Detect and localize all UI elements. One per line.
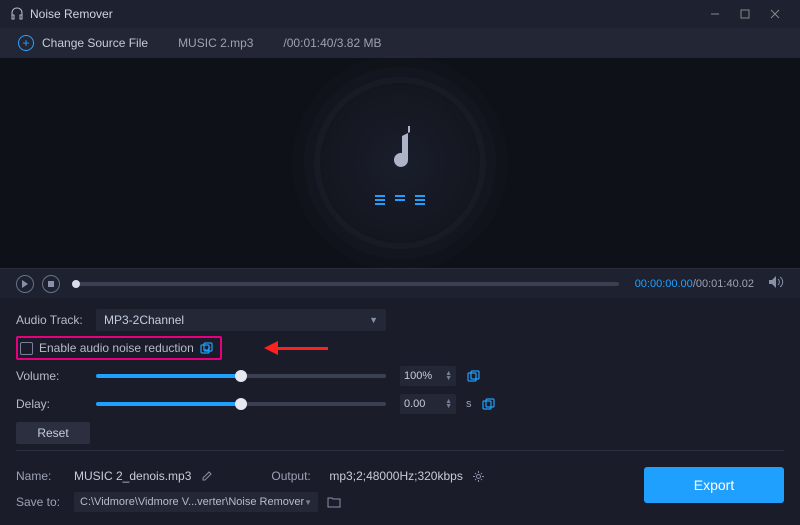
reset-button[interactable]: Reset bbox=[16, 422, 90, 444]
volume-slider[interactable] bbox=[96, 374, 386, 378]
stop-button[interactable] bbox=[42, 275, 60, 293]
noise-reduction-label[interactable]: Enable audio noise reduction bbox=[39, 341, 194, 355]
close-button[interactable] bbox=[760, 4, 790, 24]
change-source-label: Change Source File bbox=[42, 36, 148, 50]
progress-knob[interactable] bbox=[72, 280, 80, 288]
audio-disc-visual bbox=[320, 83, 480, 243]
audio-track-row: Audio Track: MP3-2Channel ▼ bbox=[16, 306, 784, 334]
source-meta: /00:01:40/3.82 MB bbox=[283, 36, 381, 50]
edit-name-icon[interactable] bbox=[199, 468, 215, 484]
volume-knob[interactable] bbox=[235, 370, 247, 382]
playback-bar: 00:00:00.00/00:01:40.02 bbox=[0, 268, 800, 298]
chevron-down-icon: ▼ bbox=[304, 498, 312, 507]
delay-value: 0.00 bbox=[404, 398, 425, 410]
plus-icon: + bbox=[18, 35, 34, 51]
delay-unit: s bbox=[466, 398, 472, 410]
play-button[interactable] bbox=[16, 275, 34, 293]
open-folder-icon[interactable] bbox=[326, 494, 342, 510]
volume-icon[interactable] bbox=[768, 275, 784, 292]
apply-all-icon[interactable] bbox=[200, 341, 214, 355]
divider bbox=[16, 450, 784, 451]
volume-input[interactable]: 100% ▲▼ bbox=[400, 366, 456, 386]
save-path-select[interactable]: C:\Vidmore\Vidmore V...verter\Noise Remo… bbox=[74, 492, 318, 512]
reset-label: Reset bbox=[37, 426, 68, 440]
volume-value: 100% bbox=[404, 370, 432, 382]
source-filename: MUSIC 2.mp3 bbox=[178, 36, 253, 50]
source-bar: + Change Source File MUSIC 2.mp3 /00:01:… bbox=[0, 28, 800, 58]
controls-panel: Audio Track: MP3-2Channel ▼ Enable audio… bbox=[0, 298, 800, 457]
volume-apply-all-icon[interactable] bbox=[466, 369, 480, 383]
progress-slider[interactable] bbox=[76, 282, 619, 286]
save-to-label: Save to: bbox=[16, 495, 66, 509]
app-icon bbox=[10, 7, 24, 21]
annotation-arrow bbox=[264, 341, 328, 355]
minimize-button[interactable] bbox=[700, 4, 730, 24]
total-time: 00:01:40.02 bbox=[696, 278, 754, 290]
maximize-button[interactable] bbox=[730, 4, 760, 24]
app-title: Noise Remover bbox=[30, 7, 700, 21]
delay-label: Delay: bbox=[16, 397, 86, 411]
noise-reduction-checkbox[interactable] bbox=[20, 342, 33, 355]
delay-knob[interactable] bbox=[235, 398, 247, 410]
current-time: 00:00:00.00 bbox=[635, 278, 693, 290]
delay-row: Delay: 0.00 ▲▼ s bbox=[16, 390, 784, 418]
time-display: 00:00:00.00/00:01:40.02 bbox=[635, 278, 754, 290]
output-label: Output: bbox=[271, 469, 321, 483]
title-bar: Noise Remover bbox=[0, 0, 800, 28]
name-label: Name: bbox=[16, 469, 66, 483]
delay-input[interactable]: 0.00 ▲▼ bbox=[400, 394, 456, 414]
delay-steppers[interactable]: ▲▼ bbox=[445, 399, 452, 409]
music-note-icon bbox=[378, 122, 422, 177]
audio-track-label: Audio Track: bbox=[16, 313, 86, 327]
change-source-button[interactable]: + Change Source File bbox=[18, 35, 148, 51]
delay-slider[interactable] bbox=[96, 402, 386, 406]
volume-label: Volume: bbox=[16, 369, 86, 383]
save-path-value: C:\Vidmore\Vidmore V...verter\Noise Remo… bbox=[80, 496, 304, 508]
output-settings-icon[interactable] bbox=[471, 468, 487, 484]
noise-reduction-highlight: Enable audio noise reduction bbox=[16, 336, 222, 360]
volume-row: Volume: 100% ▲▼ bbox=[16, 362, 784, 390]
footer: Name: MUSIC 2_denois.mp3 Output: mp3;2;4… bbox=[0, 457, 800, 525]
noise-reduction-row: Enable audio noise reduction bbox=[16, 334, 784, 362]
audio-track-value: MP3-2Channel bbox=[104, 313, 184, 327]
export-button[interactable]: Export bbox=[644, 467, 784, 503]
volume-steppers[interactable]: ▲▼ bbox=[445, 371, 452, 381]
preview-area bbox=[0, 58, 800, 268]
delay-apply-all-icon[interactable] bbox=[482, 397, 496, 411]
output-format: mp3;2;48000Hz;320kbps bbox=[329, 469, 462, 483]
equalizer-bars bbox=[375, 195, 425, 205]
output-name: MUSIC 2_denois.mp3 bbox=[74, 469, 191, 483]
export-label: Export bbox=[694, 477, 734, 493]
audio-track-select[interactable]: MP3-2Channel ▼ bbox=[96, 309, 386, 331]
chevron-down-icon: ▼ bbox=[369, 315, 378, 325]
